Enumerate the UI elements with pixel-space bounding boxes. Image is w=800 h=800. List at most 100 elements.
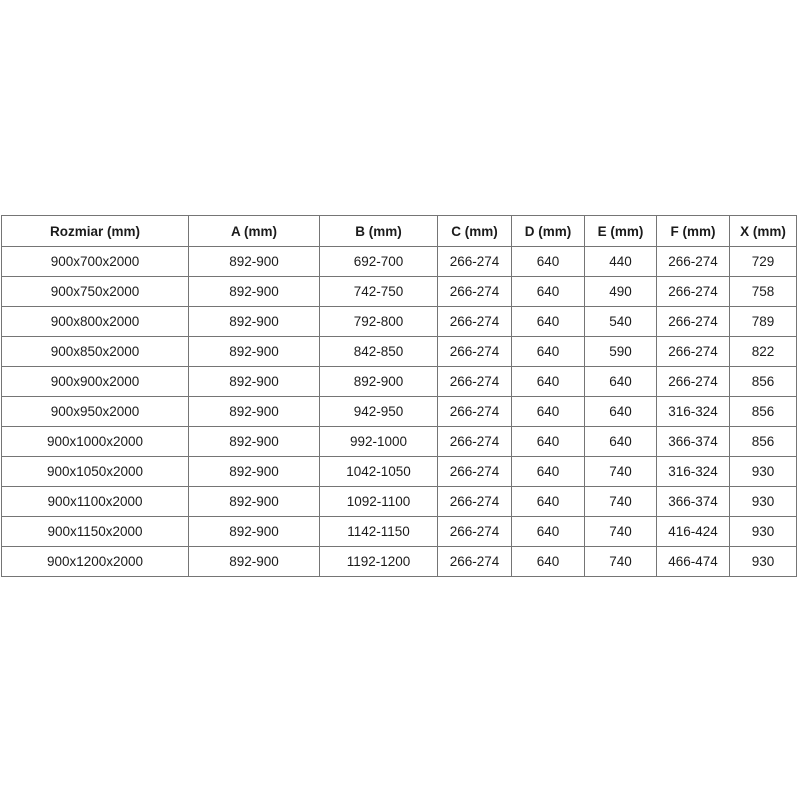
- dimension-cell: 640: [511, 516, 585, 547]
- dimension-cell: 266-274: [437, 366, 512, 397]
- dimension-cell: 266-274: [437, 246, 512, 277]
- dimension-cell: 930: [729, 486, 797, 517]
- dimension-cell: 930: [729, 546, 797, 577]
- dimension-cell: 640: [584, 366, 657, 397]
- size-cell: 900x700x2000: [1, 246, 189, 277]
- dimension-cell: 640: [511, 546, 585, 577]
- dimension-cell: 266-274: [437, 426, 512, 457]
- dimension-cell: 692-700: [319, 246, 438, 277]
- dimension-cell: 892-900: [319, 366, 438, 397]
- dimension-cell: 266-274: [437, 516, 512, 547]
- size-cell: 900x800x2000: [1, 306, 189, 337]
- table-row: 900x800x2000 892-900 792-800 266-274 640 540 2…: [1, 306, 797, 337]
- dimensions-table-container: Rozmiar (mm) A (mm) B (mm) C (mm) D (mm) E (m…: [1, 215, 797, 577]
- table-row: 900x1050x2000 892-900 1042-1050 266-274 640 7…: [1, 456, 797, 487]
- dimension-cell: 266-274: [437, 546, 512, 577]
- dimension-cell: 416-424: [656, 516, 730, 547]
- dimension-cell: 892-900: [188, 456, 320, 487]
- dimension-cell: 316-324: [656, 396, 730, 427]
- size-cell: 900x950x2000: [1, 396, 189, 427]
- table-row: 900x1150x2000 892-900 1142-1150 266-274 640 7…: [1, 516, 797, 547]
- dimension-cell: 892-900: [188, 366, 320, 397]
- size-cell: 900x750x2000: [1, 276, 189, 307]
- table-row: 900x700x2000 892-900 692-700 266-274 640 440 2…: [1, 246, 797, 277]
- table-body: 900x700x2000 892-900 692-700 266-274 640 440 2…: [1, 246, 797, 577]
- dimension-cell: 640: [511, 246, 585, 277]
- dimension-cell: 640: [511, 396, 585, 427]
- size-cell: 900x850x2000: [1, 336, 189, 367]
- dimension-cell: 930: [729, 456, 797, 487]
- dimension-cell: 266-274: [656, 306, 730, 337]
- dimension-cell: 1142-1150: [319, 516, 438, 547]
- dimension-cell: 266-274: [437, 336, 512, 367]
- dimension-cell: 740: [584, 486, 657, 517]
- dimension-cell: 758: [729, 276, 797, 307]
- column-header: X (mm): [729, 215, 797, 247]
- table-row: 900x950x2000 892-900 942-950 266-274 640 640 3…: [1, 396, 797, 427]
- dimension-cell: 266-274: [437, 396, 512, 427]
- size-cell: 900x1050x2000: [1, 456, 189, 487]
- dimension-cell: 892-900: [188, 336, 320, 367]
- dimension-cell: 440: [584, 246, 657, 277]
- dimension-cell: 266-274: [437, 486, 512, 517]
- dimension-cell: 1092-1100: [319, 486, 438, 517]
- dimension-cell: 366-374: [656, 426, 730, 457]
- column-header: A (mm): [188, 215, 320, 247]
- dimension-cell: 992-1000: [319, 426, 438, 457]
- dimension-cell: 640: [511, 306, 585, 337]
- size-cell: 900x1000x2000: [1, 426, 189, 457]
- dimension-cell: 789: [729, 306, 797, 337]
- dimension-cell: 640: [511, 456, 585, 487]
- table-row: 900x900x2000 892-900 892-900 266-274 640 640 2…: [1, 366, 797, 397]
- dimension-cell: 856: [729, 366, 797, 397]
- dimension-cell: 366-374: [656, 486, 730, 517]
- column-header: E (mm): [584, 215, 657, 247]
- size-cell: 900x1200x2000: [1, 546, 189, 577]
- dimension-cell: 930: [729, 516, 797, 547]
- dimension-cell: 266-274: [437, 306, 512, 337]
- dimension-cell: 590: [584, 336, 657, 367]
- dimension-cell: 740: [584, 546, 657, 577]
- table-row: 900x1000x2000 892-900 992-1000 266-274 640 64…: [1, 426, 797, 457]
- dimension-cell: 640: [511, 426, 585, 457]
- dimension-cell: 466-474: [656, 546, 730, 577]
- size-cell: 900x1150x2000: [1, 516, 189, 547]
- table-row: 900x850x2000 892-900 842-850 266-274 640 590 2…: [1, 336, 797, 367]
- dimension-cell: 892-900: [188, 396, 320, 427]
- dimension-cell: 892-900: [188, 246, 320, 277]
- dimension-cell: 1042-1050: [319, 456, 438, 487]
- dimension-cell: 892-900: [188, 516, 320, 547]
- dimension-cell: 266-274: [437, 456, 512, 487]
- dimension-cell: 892-900: [188, 546, 320, 577]
- dimension-cell: 1192-1200: [319, 546, 438, 577]
- table-row: 900x1100x2000 892-900 1092-1100 266-274 640 7…: [1, 486, 797, 517]
- dimension-cell: 792-800: [319, 306, 438, 337]
- table-row: 900x1200x2000 892-900 1192-1200 266-274 640 7…: [1, 546, 797, 577]
- dimension-cell: 942-950: [319, 396, 438, 427]
- dimension-cell: 490: [584, 276, 657, 307]
- dimension-cell: 742-750: [319, 276, 438, 307]
- dimension-cell: 266-274: [656, 276, 730, 307]
- dimension-cell: 842-850: [319, 336, 438, 367]
- dimension-cell: 892-900: [188, 276, 320, 307]
- dimension-cell: 822: [729, 336, 797, 367]
- dimension-cell: 640: [584, 396, 657, 427]
- column-header: F (mm): [656, 215, 730, 247]
- dimension-cell: 892-900: [188, 486, 320, 517]
- size-cell: 900x1100x2000: [1, 486, 189, 517]
- column-header: B (mm): [319, 215, 438, 247]
- dimension-cell: 640: [511, 366, 585, 397]
- dimension-cell: 640: [511, 276, 585, 307]
- dimension-cell: 640: [584, 426, 657, 457]
- table-header-row: Rozmiar (mm) A (mm) B (mm) C (mm) D (mm) E (m…: [1, 215, 797, 247]
- dimension-cell: 266-274: [656, 246, 730, 277]
- dimension-cell: 266-274: [656, 366, 730, 397]
- dimension-cell: 892-900: [188, 306, 320, 337]
- dimension-cell: 856: [729, 396, 797, 427]
- dimension-cell: 892-900: [188, 426, 320, 457]
- dimension-cell: 540: [584, 306, 657, 337]
- dimension-cell: 740: [584, 456, 657, 487]
- dimension-cell: 266-274: [656, 336, 730, 367]
- column-header: Rozmiar (mm): [1, 215, 189, 247]
- dimension-cell: 316-324: [656, 456, 730, 487]
